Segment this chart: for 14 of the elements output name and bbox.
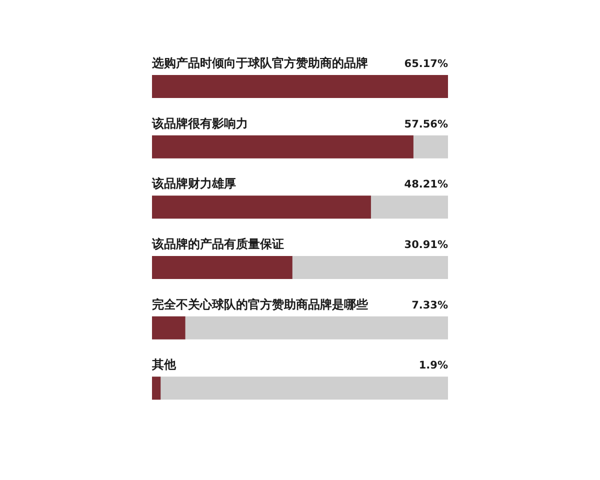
data-label: 57.56% [404, 118, 448, 130]
data-label: 30.91% [404, 239, 448, 251]
y-tick-label: 该品牌很有影响力 [151, 116, 248, 130]
data-label: 7.33% [412, 299, 448, 312]
data-label: 65.17% [404, 58, 448, 70]
y-tick-label: 该品牌财力雄厚 [151, 176, 236, 191]
y-tick-label: 其他 [151, 358, 177, 372]
data-label: 48.21% [404, 178, 448, 191]
bar [152, 316, 186, 340]
y-tick-label: 选购产品时倾向于球队官方赞助商的品牌 [151, 56, 368, 70]
bar [152, 376, 161, 400]
data-label: 1.9% [418, 360, 448, 372]
y-tick-label: 完全不关心球队的官方赞助商品牌是哪些 [152, 297, 369, 312]
y-tick-label: 该品牌的产品有质量保证 [151, 237, 284, 251]
